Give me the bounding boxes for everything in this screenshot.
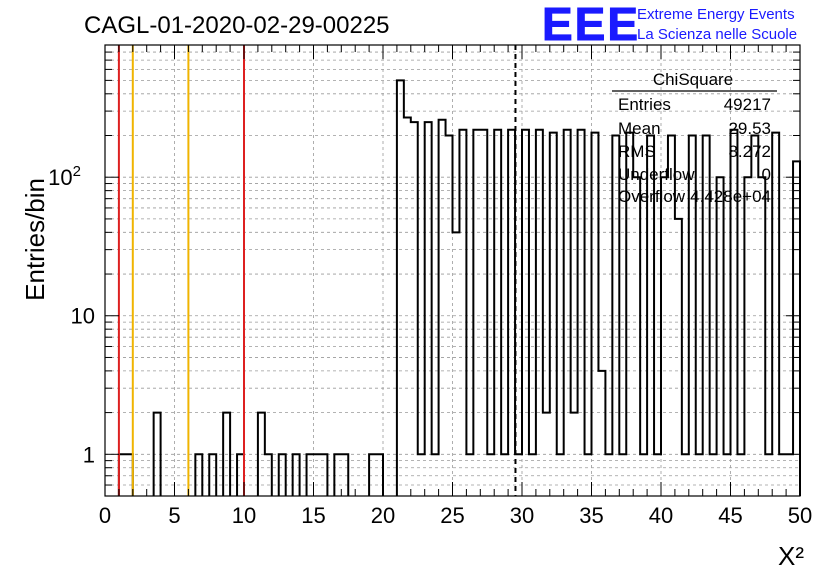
stats-box: ChiSquare Entries 49217 Mean 29.53 RMS 8… xyxy=(612,70,777,206)
reference-lines xyxy=(117,45,517,496)
x-tick-label: 35 xyxy=(579,503,603,528)
stats-value-entries: 49217 xyxy=(724,95,771,114)
axis-ticks: 0 5 10 15 20 25 30 35 40 45 50 1 10 102 xyxy=(48,44,812,528)
x-tick-label: 0 xyxy=(99,503,111,528)
x-tick-label: 5 xyxy=(168,503,180,528)
x-tick-label: 30 xyxy=(510,503,534,528)
grid xyxy=(105,44,800,496)
x-tick-label: 50 xyxy=(788,503,812,528)
histogram-outline xyxy=(117,79,801,496)
eee-logo: EEE Extreme Energy Events La Scienza nel… xyxy=(542,0,798,51)
stats-value-underflow: 0 xyxy=(762,165,771,184)
histogram-layer xyxy=(117,79,801,496)
x-tick-label: 10 xyxy=(232,503,256,528)
stats-label-underflow: Underflow xyxy=(618,165,695,184)
x-tick-label: 40 xyxy=(649,503,673,528)
y-tick-label: 102 xyxy=(48,163,81,190)
stats-value-overflow: 4.428e+04 xyxy=(690,187,771,206)
stats-label-mean: Mean xyxy=(618,119,661,138)
logo-line-1: Extreme Energy Events xyxy=(637,6,795,23)
x-tick-label: 45 xyxy=(718,503,742,528)
x-axis-label: X² xyxy=(778,541,804,571)
y-tick-label: 1 xyxy=(83,442,95,467)
y-tick-label: 10 xyxy=(71,304,95,329)
chart-title: CAGL-01-2020-02-29-00225 xyxy=(84,12,390,39)
logo-mark: EEE xyxy=(542,0,640,50)
stats-title: ChiSquare xyxy=(653,70,733,89)
x-tick-label: 25 xyxy=(440,503,464,528)
stats-label-entries: Entries xyxy=(618,95,671,114)
logo-line-2: La Scienza nelle Scuole xyxy=(637,26,797,43)
stats-value-rms: 8.272 xyxy=(728,142,771,161)
stats-label-overflow: Overflow xyxy=(618,187,686,206)
stats-label-rms: RMS xyxy=(618,142,656,161)
x-tick-label: 15 xyxy=(301,503,325,528)
stats-value-mean: 29.53 xyxy=(728,119,771,138)
x-tick-label: 20 xyxy=(371,503,395,528)
y-axis-label: Entries/bin xyxy=(20,178,50,301)
